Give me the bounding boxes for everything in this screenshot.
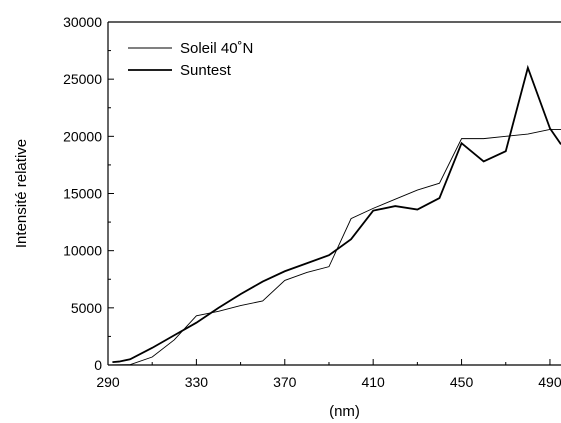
x-tick-label: 290: [96, 374, 120, 390]
x-tick-label: 330: [185, 374, 209, 390]
y-tick-label: 20000: [63, 128, 102, 144]
x-axis-title: (nm): [329, 403, 360, 420]
x-tick-label: 370: [273, 374, 297, 390]
y-tick-label: 15000: [63, 186, 102, 202]
plot-frame: [107, 21, 561, 366]
y-tick-label: 5000: [71, 300, 102, 316]
series-line-1: [107, 129, 561, 366]
legend-label-2: Suntest: [180, 62, 232, 79]
series-layer: [107, 64, 561, 366]
legend-label-1: Soleil 40˚N: [180, 40, 253, 57]
y-tick-label: 0: [94, 357, 102, 373]
series-line-2: [112, 64, 561, 364]
y-axis: 0 5000 10000 15000 20000 25000 30000: [63, 14, 114, 373]
x-axis: 290 330 370 410 450 490: [96, 359, 561, 390]
y-tick-label: 25000: [63, 71, 102, 87]
y-tick-label: 30000: [63, 14, 102, 30]
y-axis-title: Intensité relative: [13, 139, 30, 248]
y-tick-label: 10000: [63, 243, 102, 259]
x-tick-label: 410: [361, 374, 385, 390]
x-tick-label: 450: [450, 374, 474, 390]
legend: Soleil 40˚N Suntest: [128, 40, 253, 79]
x-tick-label: 490: [538, 374, 561, 390]
